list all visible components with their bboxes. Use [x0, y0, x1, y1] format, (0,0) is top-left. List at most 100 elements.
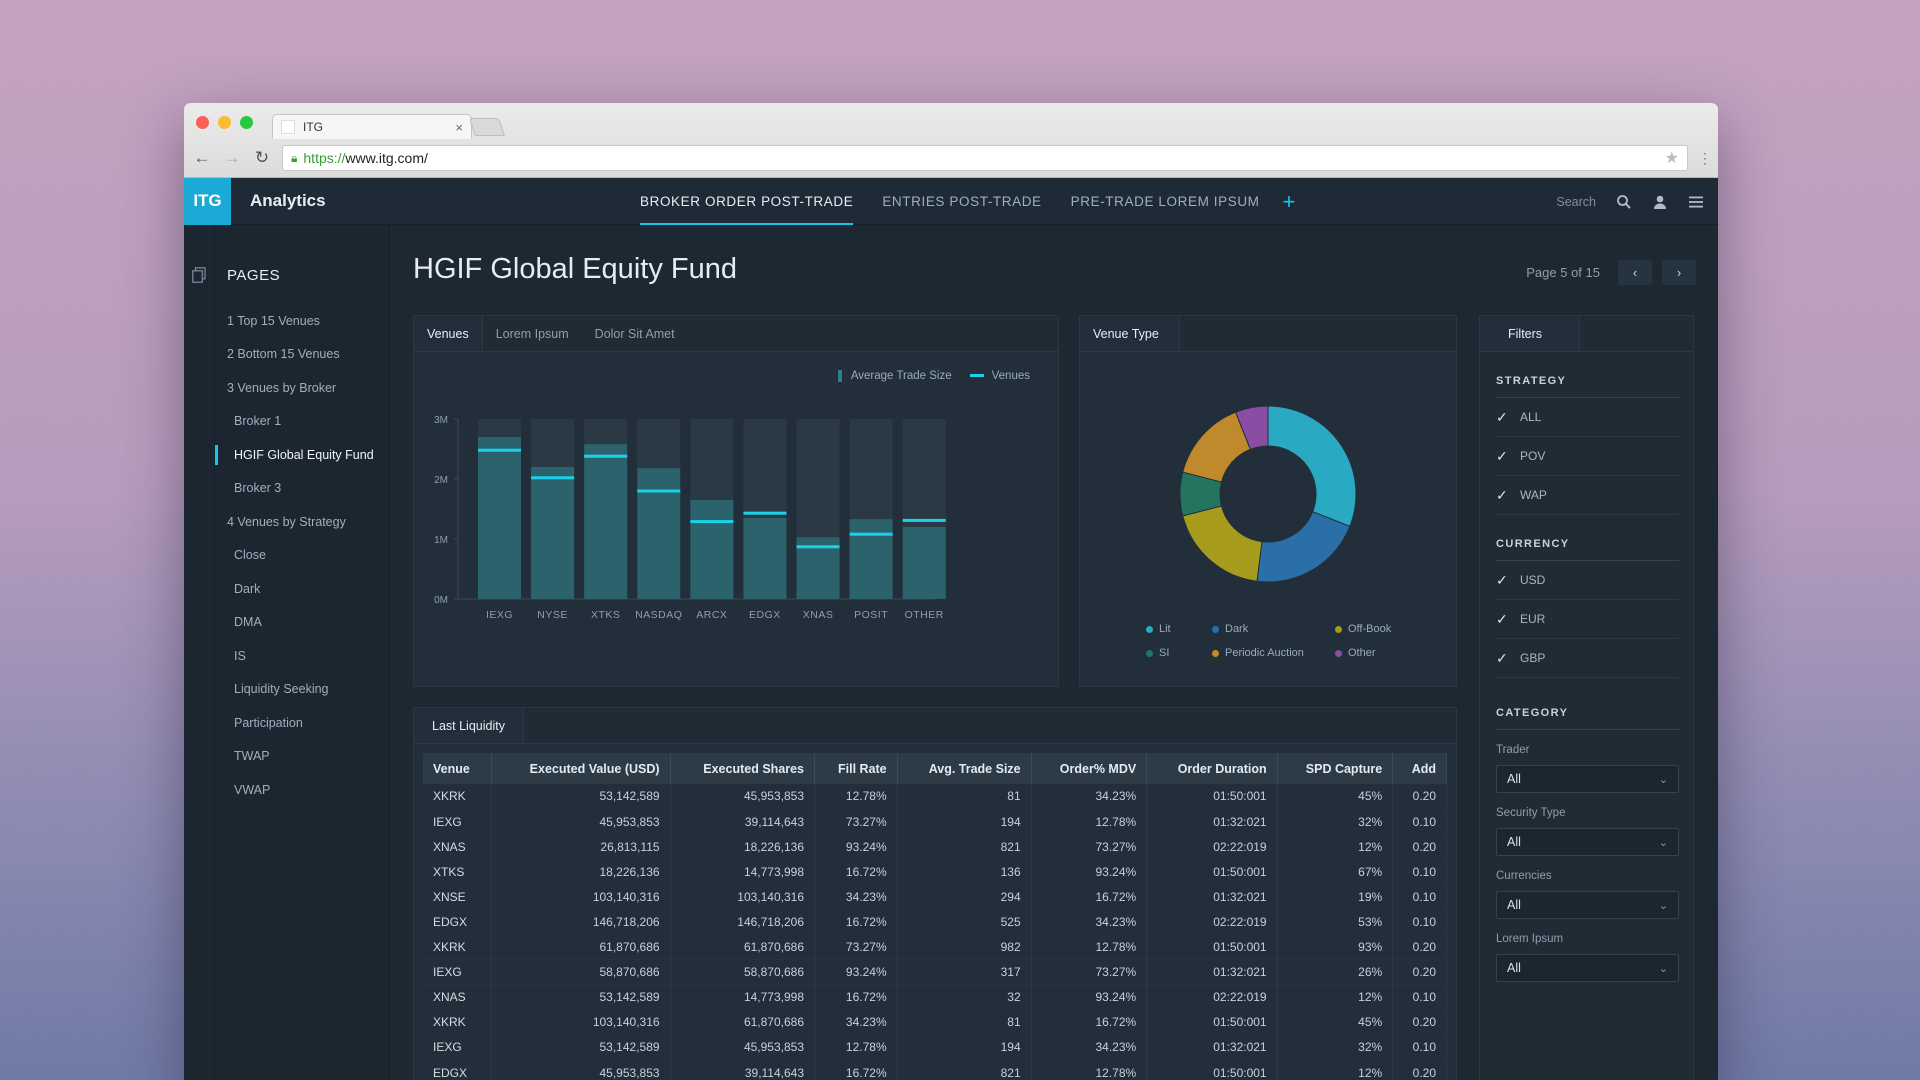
bar-average-trade-size[interactable] [584, 444, 628, 599]
sidebar-item[interactable]: Participation [234, 715, 303, 730]
venues-marker[interactable] [637, 489, 681, 493]
venues-marker[interactable] [478, 448, 521, 452]
sidebar-item[interactable]: 1 Top 15 Venues [227, 313, 320, 328]
filter-option-usd[interactable]: ✓ USD [1496, 561, 1679, 600]
itg-logo[interactable]: ITG [184, 177, 231, 225]
nav-tab-pre-trade[interactable]: PRE-TRADE LOREM IPSUM [1070, 194, 1260, 209]
select-value: All [1507, 835, 1521, 849]
forward-arrow-icon[interactable]: → [223, 148, 241, 167]
venues-marker[interactable] [690, 520, 734, 524]
table-row[interactable]: XKRK 103,140,316 61,870,686 34.23% 81 16.72% 0… [423, 1009, 1447, 1035]
address-bar[interactable]: 🔒︎ https://www.itg.com/ ★ [282, 145, 1688, 171]
bookmark-star-icon[interactable]: ★ [1664, 150, 1679, 167]
venues-marker[interactable] [743, 511, 787, 515]
filter-option-wap[interactable]: ✓ WAP [1496, 476, 1679, 515]
bar-average-trade-size[interactable] [849, 519, 893, 599]
browser-tab[interactable]: ITG × [272, 114, 472, 139]
user-icon[interactable] [1652, 194, 1668, 210]
next-page-button[interactable]: › [1662, 260, 1696, 285]
table-row[interactable]: IEXG 58,870,686 58,870,686 93.24% 317 73.27% 0… [423, 959, 1447, 985]
table-row[interactable]: XTKS 18,226,136 14,773,998 16.72% 136 93.24% 0… [423, 859, 1447, 885]
tab-lorem-ipsum[interactable]: Lorem Ipsum [495, 326, 569, 341]
bar-average-trade-size[interactable] [637, 468, 681, 599]
bar-average-trade-size[interactable] [743, 518, 787, 599]
sidebar-item[interactable]: HGIF Global Equity Fund [215, 438, 389, 472]
plus-icon[interactable]: + [1282, 188, 1296, 214]
donut-slice-off-book[interactable] [1182, 505, 1263, 582]
venues-marker[interactable] [584, 454, 628, 458]
minimize-window-button[interactable] [218, 116, 231, 129]
sidebar-item[interactable]: Liquidity Seeking [234, 682, 329, 697]
search-icon[interactable] [1616, 194, 1632, 210]
sidebar-item[interactable]: DMA [234, 615, 262, 630]
browser-menu-icon[interactable]: ⋮ [1698, 149, 1712, 166]
donut-slice-lit[interactable] [1267, 405, 1357, 528]
tab-last-liquidity[interactable]: Last Liquidity [414, 708, 524, 743]
table-row[interactable]: XKRK 61,870,686 61,870,686 73.27% 982 12.78% 0… [423, 934, 1447, 960]
tab-venues[interactable]: Venues [414, 316, 483, 351]
close-icon[interactable]: × [455, 119, 463, 135]
sidebar-item[interactable]: Broker 1 [234, 414, 282, 429]
donut-slice-dark[interactable] [1256, 511, 1351, 583]
venues-marker[interactable] [902, 518, 946, 522]
header-actions: Search [1556, 178, 1704, 225]
sidebar-item[interactable]: 2 Bottom 15 Venues [227, 347, 340, 362]
reload-icon[interactable]: ↻ [254, 148, 270, 167]
column-header[interactable]: Order% MDV [1031, 753, 1148, 784]
column-header[interactable]: Fill Rate [814, 753, 898, 784]
table-row[interactable]: XKRK 53,142,589 45,953,853 12.78% 81 34.23% 01… [423, 784, 1447, 810]
table-row[interactable]: IEXG 53,142,589 45,953,853 12.78% 194 34.23% 0… [423, 1034, 1447, 1061]
bar-average-trade-size[interactable] [478, 437, 521, 599]
table-cell: 45,953,853 [670, 784, 816, 810]
zoom-window-button[interactable] [240, 116, 253, 129]
venues-marker[interactable] [531, 476, 575, 480]
sidebar-item[interactable]: Close [234, 548, 266, 563]
tab-dolor-sit-amet[interactable]: Dolor Sit Amet [594, 326, 675, 341]
tab-filters[interactable]: Filters [1480, 316, 1580, 351]
column-header[interactable]: SPD Capture [1277, 753, 1394, 784]
close-window-button[interactable] [196, 116, 209, 129]
nav-tab-broker-order-post-trade[interactable]: BROKER ORDER POST-TRADE [640, 178, 854, 225]
category-select[interactable]: All ⌄ [1496, 765, 1679, 793]
nav-tab-entries-post-trade[interactable]: ENTRIES POST-TRADE [882, 194, 1042, 209]
bar-average-trade-size[interactable] [902, 527, 946, 599]
table-row[interactable]: XNAS 26,813,115 18,226,136 93.24% 821 73.27% 0… [423, 834, 1447, 860]
filter-option-pov[interactable]: ✓ POV [1496, 437, 1679, 476]
sidebar-item[interactable]: Broker 3 [234, 481, 282, 496]
table-row[interactable]: EDGX 146,718,206 146,718,206 16.72% 525 34.23… [423, 909, 1447, 935]
table-row[interactable]: EDGX 45,953,853 39,114,643 16.72% 821 12.78% 0… [423, 1060, 1447, 1080]
column-header[interactable]: Order Duration [1146, 753, 1278, 784]
menu-icon[interactable] [1688, 194, 1704, 210]
table-row[interactable]: IEXG 45,953,853 39,114,643 73.27% 194 12.78% 0… [423, 809, 1447, 835]
venues-marker[interactable] [796, 545, 840, 549]
venues-marker[interactable] [849, 532, 893, 536]
donut-slice-other[interactable] [1234, 405, 1269, 451]
column-header[interactable]: Executed Value (USD) [491, 753, 671, 784]
column-header[interactable]: Add [1392, 753, 1447, 784]
search-label[interactable]: Search [1556, 194, 1596, 209]
sidebar-item[interactable]: 4 Venues by Strategy [227, 514, 346, 529]
category-select[interactable]: All ⌄ [1496, 891, 1679, 919]
prev-page-button[interactable]: ‹ [1618, 260, 1652, 285]
column-header[interactable]: Executed Shares [670, 753, 816, 784]
bar-average-trade-size[interactable] [531, 467, 575, 599]
column-header[interactable]: Avg. Trade Size [897, 753, 1032, 784]
new-tab-button[interactable] [469, 118, 505, 136]
tab-venue-type[interactable]: Venue Type [1080, 316, 1180, 351]
category-select[interactable]: All ⌄ [1496, 954, 1679, 982]
table-row[interactable]: XNAS 53,142,589 14,773,998 16.72% 32 93.24% 02… [423, 984, 1447, 1010]
sidebar-item[interactable]: TWAP [234, 749, 270, 764]
sidebar-item[interactable]: IS [234, 648, 246, 663]
back-arrow-icon[interactable]: ← [193, 148, 211, 167]
bar-average-trade-size[interactable] [690, 500, 734, 599]
column-header[interactable]: Venue [423, 753, 492, 784]
sidebar-item[interactable]: 3 Venues by Broker [227, 380, 337, 395]
filter-option-eur[interactable]: ✓ EUR [1496, 600, 1679, 639]
filter-option-gbp[interactable]: ✓ GBP [1496, 639, 1679, 678]
pages-icon[interactable] [192, 267, 206, 283]
filter-option-all[interactable]: ✓ ALL [1496, 398, 1679, 437]
sidebar-item[interactable]: Dark [234, 581, 261, 596]
sidebar-item[interactable]: VWAP [234, 782, 271, 797]
table-row[interactable]: XNSE 103,140,316 103,140,316 34.23% 294 16.72… [423, 884, 1447, 910]
category-select[interactable]: All ⌄ [1496, 828, 1679, 856]
